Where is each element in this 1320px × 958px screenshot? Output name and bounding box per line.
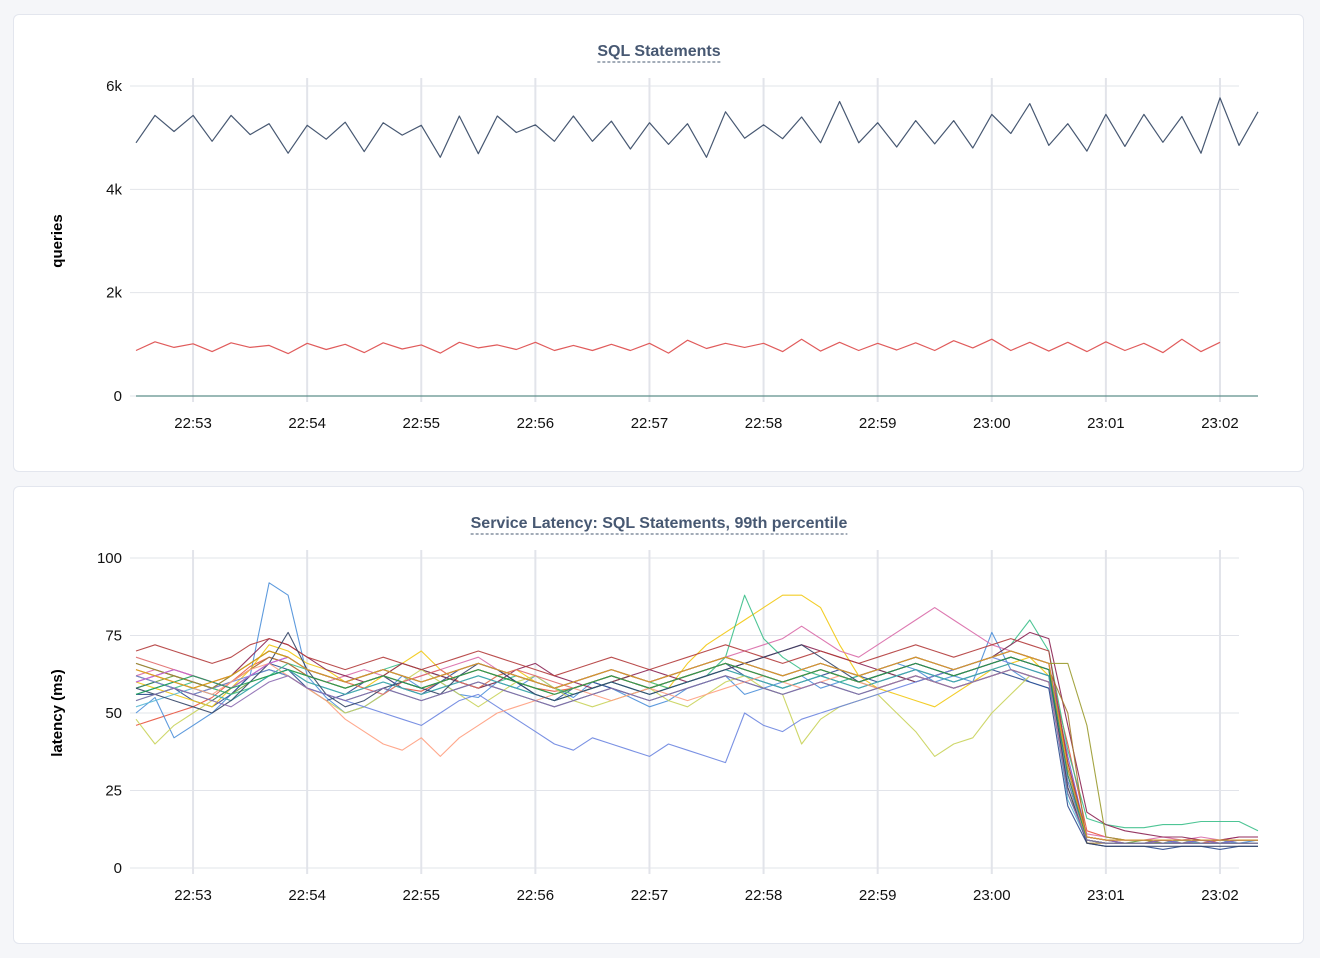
series-line-2[interactable] <box>135 338 1221 355</box>
series-line-6[interactable] <box>135 607 1258 841</box>
x-tick-label: 22:55 <box>402 415 440 432</box>
x-tick-label: 22:57 <box>631 887 669 904</box>
x-tick-label: 22:59 <box>859 415 897 432</box>
x-tick-label: 22:55 <box>402 887 440 904</box>
series-line-24[interactable] <box>135 650 1258 841</box>
sql-statements-panel: SQL Statements queries 0 2k 4k 6k 22:53 22:54 22… <box>13 14 1304 472</box>
x-tick-label: 22:58 <box>745 887 783 904</box>
y-tick-label: 100 <box>97 550 122 567</box>
x-tick-label: 22:59 <box>859 887 897 904</box>
y-tick-label: 0 <box>114 860 122 877</box>
series-line-11[interactable] <box>135 669 1258 844</box>
series-line-17[interactable] <box>135 638 1258 841</box>
x-tick-label: 23:00 <box>973 887 1011 904</box>
chart-title[interactable]: Service Latency: SQL Statements, 99th pe… <box>471 515 848 532</box>
series-line-21[interactable] <box>135 631 1258 847</box>
x-tick-label: 22:54 <box>288 887 326 904</box>
x-tick-label: 22:53 <box>174 887 212 904</box>
x-tick-label: 22:57 <box>631 415 669 432</box>
service-latency-chart: Service Latency: SQL Statements, 99th pe… <box>49 515 1259 904</box>
x-tick-label: 23:02 <box>1201 887 1239 904</box>
series-line-4[interactable] <box>135 594 1258 844</box>
sql-statements-chart: SQL Statements queries 0 2k 4k 6k 22:53 22:54 22… <box>49 43 1259 432</box>
x-tick-label: 22:56 <box>517 415 555 432</box>
x-tick-label: 22:54 <box>288 415 326 432</box>
series-line-3[interactable] <box>136 662 1258 850</box>
series-line-1[interactable] <box>135 97 1259 158</box>
series-line-25[interactable] <box>135 669 1258 844</box>
y-tick-label: 4k <box>106 181 122 198</box>
x-tick-label: 23:02 <box>1201 415 1239 432</box>
x-tick-label: 23:01 <box>1087 415 1125 432</box>
y-axis-label: latency (ms) <box>49 669 66 757</box>
y-tick-label: 0 <box>114 388 122 405</box>
y-tick-label: 25 <box>105 783 122 800</box>
y-tick-label: 2k <box>106 285 122 302</box>
series-line-14[interactable] <box>135 669 1258 844</box>
y-axis-label: queries <box>49 214 66 267</box>
x-tick-label: 22:53 <box>174 415 212 432</box>
y-tick-label: 75 <box>105 628 122 645</box>
x-tick-label: 23:01 <box>1087 887 1125 904</box>
x-tick-label: 23:00 <box>973 415 1011 432</box>
x-tick-label: 22:56 <box>517 887 555 904</box>
y-tick-label: 50 <box>105 705 122 722</box>
series-line-23[interactable] <box>135 656 1258 844</box>
chart-title[interactable]: SQL Statements <box>597 43 720 60</box>
x-tick-label: 22:58 <box>745 415 783 432</box>
y-tick-label: 6k <box>106 78 122 95</box>
service-latency-panel: Service Latency: SQL Statements, 99th pe… <box>13 486 1304 944</box>
